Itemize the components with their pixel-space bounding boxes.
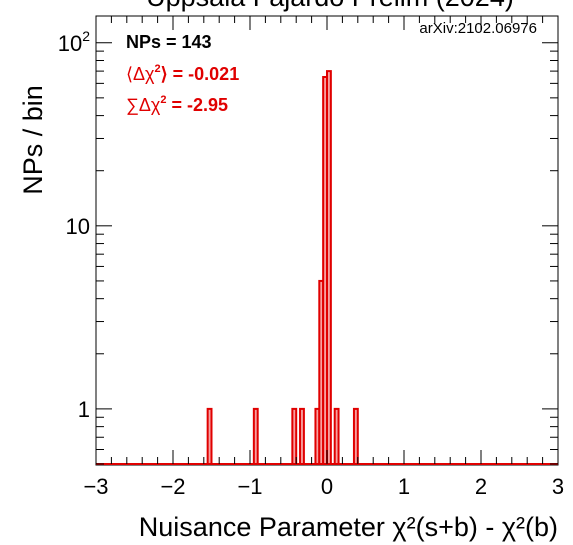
stat-mean-sup: 2 bbox=[155, 63, 161, 75]
stat-mean-value: ⟩ = -0.021 bbox=[161, 64, 240, 84]
histogram-bar bbox=[291, 407, 298, 466]
x-tick-label: 2 bbox=[475, 474, 487, 499]
y-tick-label: 102 bbox=[58, 28, 90, 56]
stat-mean: ⟨Δχ2⟩ = -0.021 bbox=[126, 63, 239, 84]
x-axis-ticks: −3 −2 −1 0 1 2 3 bbox=[83, 16, 564, 499]
stat-nps: NPs = 143 bbox=[126, 32, 212, 52]
histogram-bar bbox=[252, 407, 259, 466]
histogram-bar bbox=[326, 70, 332, 466]
histogram-bar bbox=[352, 407, 359, 466]
histogram-bar bbox=[299, 407, 305, 466]
y-axis-ticks: 1 10 102 bbox=[58, 28, 558, 465]
chart-top-title: Uppsala Fajardo Prelim (2024) bbox=[146, 0, 514, 12]
stat-sum-sup: 2 bbox=[160, 94, 166, 106]
x-axis-title: Nuisance Parameter χ²(s+b) - χ²(b) bbox=[139, 512, 558, 542]
stat-mean-label: ⟨Δχ bbox=[126, 64, 155, 84]
x-tick-label: −1 bbox=[237, 474, 262, 499]
stat-sum-label: ∑Δχ bbox=[126, 95, 161, 115]
x-tick-label: −3 bbox=[83, 474, 108, 499]
stat-sum-value: = -2.95 bbox=[166, 95, 228, 115]
x-tick-label: 3 bbox=[552, 474, 564, 499]
x-tick-label: 1 bbox=[398, 474, 410, 499]
histogram-bars bbox=[206, 70, 359, 466]
stat-sum: ∑Δχ2 = -2.95 bbox=[126, 94, 228, 115]
x-tick-label: 0 bbox=[321, 474, 333, 499]
histogram-bar bbox=[333, 407, 340, 466]
reference-label: arXiv:2102.06976 bbox=[419, 20, 537, 37]
y-tick-label: 10 bbox=[66, 214, 90, 239]
y-axis-title: NPs / bin bbox=[18, 85, 48, 195]
histogram-bar bbox=[206, 407, 213, 466]
y-tick-label: 1 bbox=[78, 397, 90, 422]
x-tick-label: −2 bbox=[160, 474, 185, 499]
